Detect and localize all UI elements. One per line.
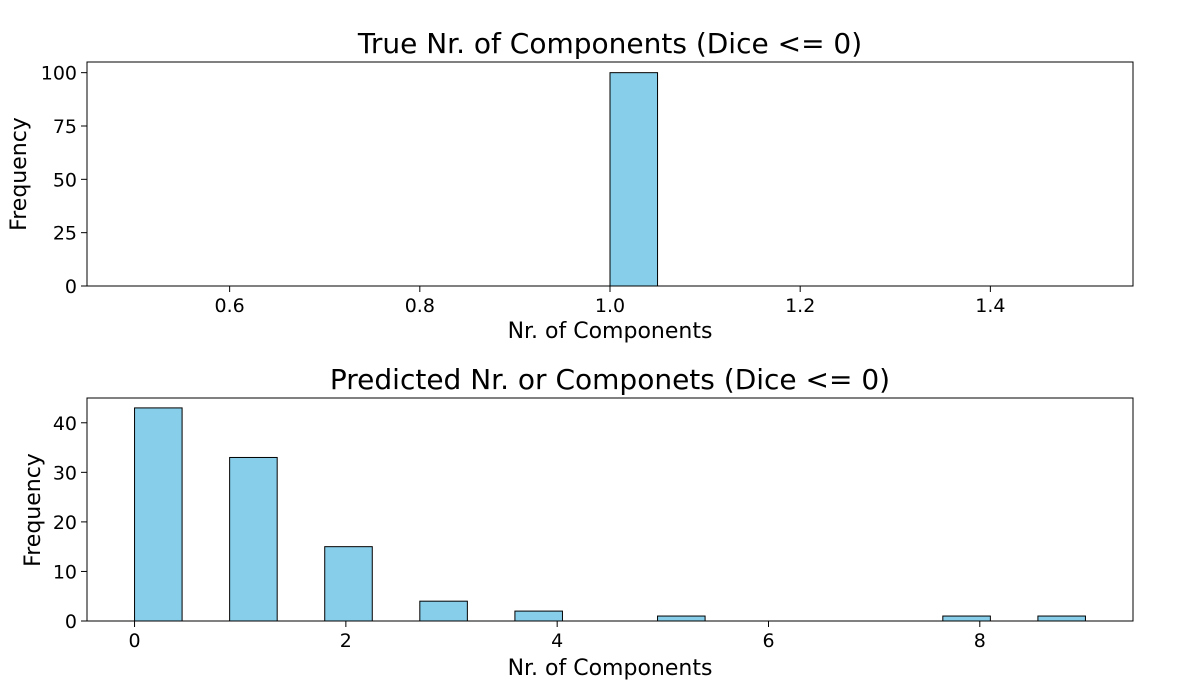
chart-2-bar-0 xyxy=(134,407,183,622)
chart-2-x-axis-label: Nr. of Components xyxy=(508,656,713,681)
chart-2-x-tick-label-1: 2 xyxy=(340,630,352,652)
chart-2-y-tick-label-4: 40 xyxy=(53,413,77,435)
chart-2-x-ticks: 0 2 4 6 8 xyxy=(128,621,986,652)
chart-2-x-tick-label-2: 4 xyxy=(551,630,563,652)
chart-2-y-ticks: 0 10 20 30 40 xyxy=(53,413,87,633)
chart-2-title: Predicted Nr. or Componets (Dice <= 0) xyxy=(330,363,890,396)
chart-2-x-tick-label-3: 6 xyxy=(762,630,774,652)
chart-predicted-components: Predicted Nr. or Componets (Dice <= 0) 0… xyxy=(21,363,1134,681)
chart-1-y-ticks: 0 25 50 75 100 xyxy=(41,63,87,298)
chart-1-bar-0 xyxy=(609,72,659,287)
chart-1-x-tick-label-2: 1.0 xyxy=(595,295,625,317)
chart-1-x-tick-label-3: 1.2 xyxy=(785,295,815,317)
chart-2-bar-1 xyxy=(229,456,278,622)
chart-1-x-tick-label-0: 0.6 xyxy=(215,295,245,317)
chart-2-y-tick-label-0: 0 xyxy=(65,611,77,633)
chart-2-bar-3 xyxy=(419,600,468,622)
chart-2-x-tick-label-4: 8 xyxy=(974,630,986,652)
chart-1-x-axis-label: Nr. of Components xyxy=(508,319,713,344)
chart-2-bar-7 xyxy=(1037,615,1086,622)
chart-2-bar-4 xyxy=(514,610,563,622)
chart-1-y-tick-label-1: 25 xyxy=(53,223,77,245)
chart-2-plot-frame xyxy=(86,397,1134,622)
chart-2-y-axis-label: Frequency xyxy=(21,453,46,567)
chart-1-y-axis-label: Frequency xyxy=(7,117,32,231)
chart-1-y-tick-label-0: 0 xyxy=(65,276,77,298)
chart-1-y-tick-label-4: 100 xyxy=(41,63,77,85)
chart-1-x-tick-label-1: 0.8 xyxy=(405,295,435,317)
chart-2-bar-5 xyxy=(657,615,706,622)
chart-true-components: True Nr. of Components (Dice <= 0) 0.6 0.… xyxy=(7,27,1134,344)
chart-2-bars xyxy=(134,407,1086,622)
chart-2-x-tick-label-0: 0 xyxy=(128,630,140,652)
chart-1-x-ticks: 0.6 0.8 1.0 1.2 1.4 xyxy=(215,286,1005,317)
chart-2-bar-6 xyxy=(942,615,991,622)
chart-2-bar-2 xyxy=(324,546,373,622)
chart-2-y-tick-label-1: 10 xyxy=(53,561,77,583)
chart-1-x-tick-label-4: 1.4 xyxy=(975,295,1005,317)
chart-1-bars xyxy=(134,72,1086,287)
chart-1-y-tick-label-3: 75 xyxy=(53,116,77,138)
chart-1-y-tick-label-2: 50 xyxy=(53,169,77,191)
chart-2-y-tick-label-2: 20 xyxy=(53,512,77,534)
chart-1-title: True Nr. of Components (Dice <= 0) xyxy=(357,27,862,60)
chart-2-y-tick-label-3: 30 xyxy=(53,462,77,484)
